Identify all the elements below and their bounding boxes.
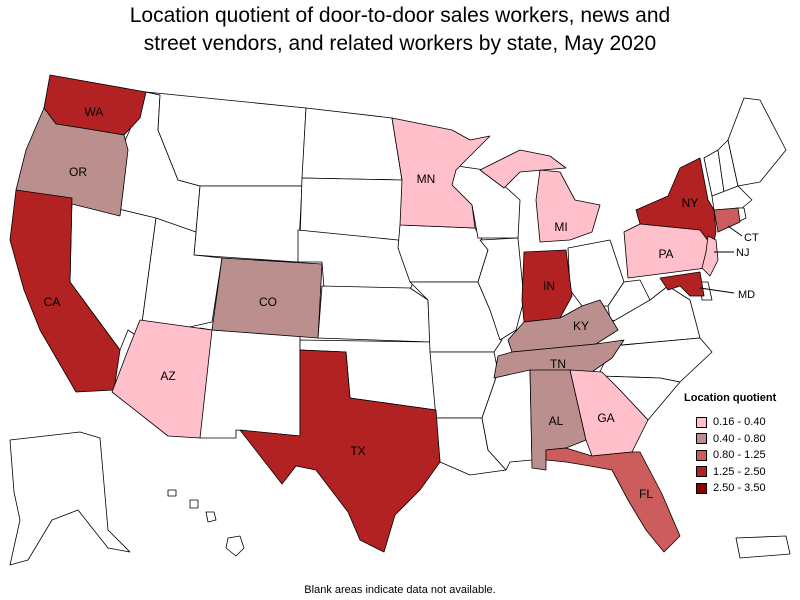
label-TN: TN [550,357,566,371]
label-MI: MI [554,220,567,234]
state-NM[interactable] [199,327,301,439]
state-TN[interactable] [493,339,625,379]
legend-label: 1.25 - 2.50 [713,465,766,478]
label-WA: WA [85,105,104,119]
label-NY: NY [682,196,699,210]
label-AZ: AZ [160,369,175,383]
title-line-1: Location quotient of door-to-door sales … [129,4,671,27]
legend-label: 0.16 - 0.40 [713,416,766,429]
map-title: Location quotient of door-to-door sales … [0,2,800,58]
legend-swatch [696,416,707,428]
state-IA[interactable] [397,224,489,283]
label-PA: PA [658,247,673,261]
legend-swatch [696,433,707,445]
legend-item: 1.25 - 2.50 [684,464,776,481]
state-TX[interactable] [239,349,441,553]
legend-swatch [696,466,707,478]
territory-PR[interactable] [735,535,791,559]
legend-swatch [696,482,707,494]
state-IL[interactable] [477,237,525,341]
label-NJ: NJ [736,247,749,259]
legend-label: 0.40 - 0.80 [713,432,766,445]
state-MD[interactable] [659,271,705,297]
legend: Location quotient 0.16 - 0.40 0.40 - 0.8… [684,392,776,497]
state-ND[interactable] [301,107,403,181]
label-MD: MD [738,289,755,301]
legend-title: Location quotient [684,392,777,404]
state-MN[interactable] [391,117,491,229]
label-TX: TX [350,444,365,458]
state-CO[interactable] [211,257,323,339]
state-CT[interactable] [713,207,741,233]
label-OR: OR [69,165,87,179]
footnote: Blank areas indicate data not available. [304,584,496,596]
legend-item: 0.80 - 1.25 [684,447,776,464]
state-GA[interactable] [569,369,649,457]
label-AL: AL [549,414,564,428]
label-FL: FL [639,487,653,501]
state-HI[interactable] [167,489,245,557]
state-MA[interactable] [711,185,753,211]
state-NJ[interactable] [701,235,719,277]
state-WY[interactable] [193,185,303,263]
label-MN: MN [417,172,436,186]
state-CA[interactable] [9,189,121,393]
label-CA: CA [44,295,61,309]
legend-swatch [696,449,707,461]
label-CT: CT [744,232,759,244]
title-line-2: street vendors, and related workers by s… [143,32,657,55]
label-KY: KY [573,319,589,333]
state-KS[interactable] [317,285,431,343]
state-FL[interactable] [545,447,681,553]
legend-item: 0.16 - 0.40 [684,414,776,431]
label-GA: GA [597,411,614,425]
label-IN: IN [543,279,555,293]
state-AK[interactable] [9,431,131,566]
legend-item: 0.40 - 0.80 [684,431,776,448]
state-OR[interactable] [15,107,129,217]
legend-item: 2.50 - 3.50 [684,480,776,497]
state-MI[interactable] [479,149,601,243]
legend-label: 0.80 - 1.25 [713,449,766,462]
label-CO: CO [259,295,277,309]
legend-label: 2.50 - 3.50 [713,482,766,495]
state-ME[interactable] [727,97,787,187]
